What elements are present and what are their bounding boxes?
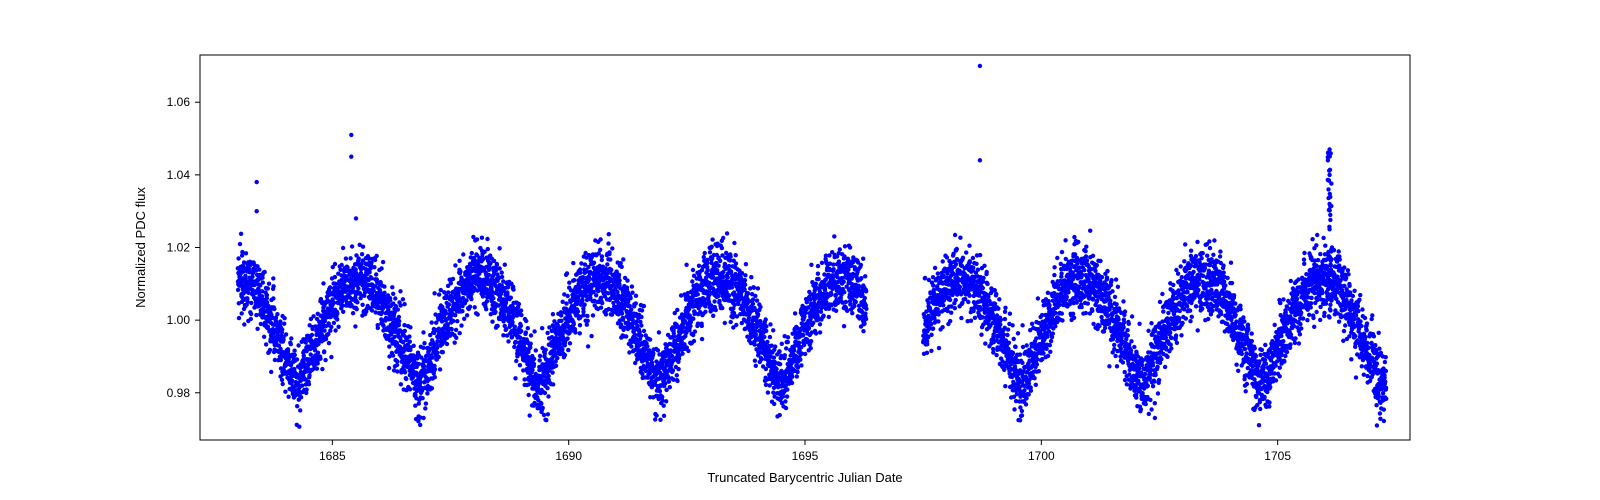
lightcurve-chart: 168516901695170017050.981.001.021.041.06…: [0, 0, 1600, 500]
y-axis-label: Normalized PDC flux: [133, 187, 148, 308]
x-axis-label: Truncated Barycentric Julian Date: [707, 470, 902, 485]
chart-svg: 168516901695170017050.981.001.021.041.06…: [0, 0, 1600, 500]
